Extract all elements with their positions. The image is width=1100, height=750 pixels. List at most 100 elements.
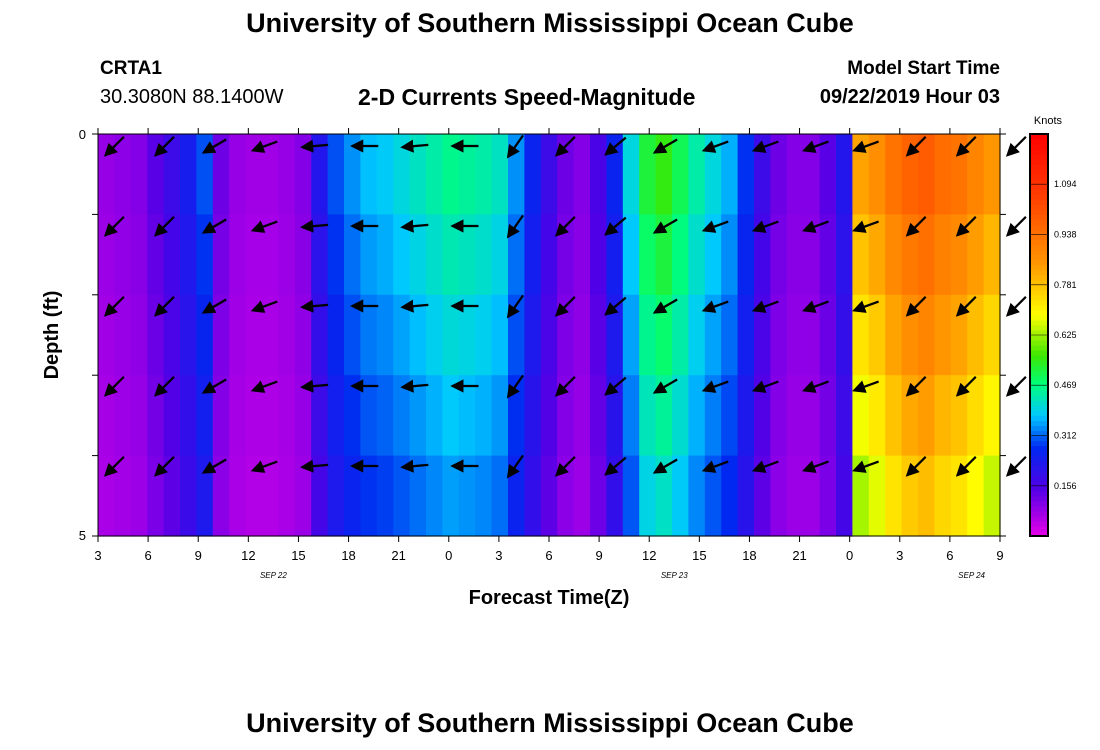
heatmap-cell — [721, 455, 739, 537]
heatmap-cell — [704, 375, 722, 457]
current-vector — [801, 220, 829, 233]
heatmap-cell — [98, 214, 115, 296]
x-tick-label: 18 — [341, 548, 355, 563]
heatmap-cell — [918, 214, 935, 296]
heatmap-cell — [688, 375, 706, 457]
current-vector — [801, 460, 829, 473]
heatmap-cell — [147, 134, 165, 215]
colorbar-step — [1030, 219, 1048, 226]
heatmap-cell — [737, 134, 755, 215]
heatmap-cell — [294, 375, 312, 457]
heatmap-cell — [639, 375, 657, 457]
colorbar-step — [1030, 485, 1048, 492]
x-tick-label: 6 — [545, 548, 552, 563]
heatmap-cell — [294, 214, 312, 296]
heatmap-cell — [819, 294, 837, 376]
x-tick-label: 9 — [996, 548, 1003, 563]
heatmap-cell — [524, 134, 542, 215]
heatmap-cell — [590, 214, 607, 296]
heatmap-cell — [754, 134, 771, 215]
current-vector — [751, 380, 779, 393]
current-vector — [554, 136, 576, 157]
heatmap-cell — [655, 214, 673, 296]
colorbar-step — [1030, 209, 1048, 215]
current-vector — [955, 136, 977, 157]
colorbar-tick-label: 0.625 — [1054, 330, 1077, 340]
heatmap-cell — [819, 455, 837, 537]
heatmap-cell — [590, 375, 607, 457]
colorbar-step — [1030, 480, 1048, 487]
heatmap-cell — [967, 455, 985, 537]
x-axis: Forecast Time(Z) 3 6 9 12 15 18 21 0 3 6 9 12 15 18 21… — [94, 128, 1004, 609]
colorbar-step — [1030, 259, 1048, 266]
heatmap-cell — [409, 214, 427, 296]
heatmap-cell — [180, 214, 197, 296]
heatmap-cell — [262, 214, 279, 296]
current-vector — [300, 459, 329, 473]
heatmap-cell — [130, 375, 148, 457]
colorbar-step — [1030, 299, 1048, 306]
colorbar-step — [1030, 189, 1048, 195]
heatmap-cell — [754, 294, 771, 376]
current-vector — [554, 296, 576, 317]
heatmap-cell — [212, 294, 230, 376]
heatmap-cell — [311, 294, 329, 376]
day-label: SEP 22 — [260, 571, 287, 580]
colorbar-tick-label: 0.156 — [1054, 481, 1077, 491]
heatmap-cell — [868, 455, 886, 537]
heatmap-cell — [196, 134, 214, 215]
current-vector — [701, 220, 729, 233]
x-tick-label: 0 — [445, 548, 452, 563]
heatmap-cell — [557, 455, 575, 537]
heatmap-cell — [655, 134, 673, 215]
heatmap-cell — [622, 214, 640, 296]
colorbar-step — [1030, 500, 1048, 507]
current-vector — [300, 299, 329, 313]
heatmap-cell — [393, 375, 411, 457]
colorbar-unit: Knots — [1034, 115, 1063, 127]
colorbar-step — [1030, 515, 1048, 522]
heatmap-cell — [376, 214, 394, 296]
heatmap-cell — [967, 294, 985, 376]
footer-title: University of Southern Mississippi Ocean… — [246, 708, 854, 738]
heatmap-cell — [376, 134, 394, 215]
heatmap-cell — [983, 455, 1001, 537]
colorbar-step — [1030, 470, 1048, 477]
heatmap-cell — [672, 214, 689, 296]
heatmap-cell — [836, 455, 853, 537]
heatmap-cell — [836, 375, 853, 457]
colorbar-step — [1030, 174, 1048, 180]
colorbar-step — [1030, 319, 1048, 326]
heatmap-cell — [852, 134, 870, 215]
heatmap-cell — [590, 134, 607, 215]
colorbar-step — [1030, 179, 1048, 185]
heatmap-cell — [426, 294, 443, 376]
x-tick-label: 12 — [241, 548, 255, 563]
model-start-label: Model Start Time — [847, 58, 1000, 79]
x-tick-label: 6 — [946, 548, 953, 563]
current-vector — [300, 139, 329, 153]
heatmap-cell — [803, 214, 821, 296]
current-vector — [250, 380, 278, 393]
heatmap-cell — [311, 134, 329, 215]
heatmap-cell — [360, 214, 378, 296]
heatmap-cell — [327, 455, 345, 537]
heatmap-cell — [606, 455, 624, 537]
current-vector — [300, 379, 329, 393]
heatmap-cell — [868, 214, 886, 296]
colorbar-step — [1030, 390, 1048, 396]
x-tick-label: 15 — [692, 548, 706, 563]
colorbar-step — [1030, 159, 1048, 165]
heatmap-cell — [245, 294, 263, 376]
heatmap-cell — [803, 294, 821, 376]
colorbar-step — [1030, 360, 1048, 366]
colorbar-step — [1030, 380, 1048, 386]
current-vector — [506, 294, 524, 319]
heatmap-cell — [786, 134, 804, 215]
current-vector — [852, 140, 879, 153]
colorbar-step — [1030, 154, 1048, 160]
heatmap-cell — [639, 294, 657, 376]
colorbar-tick-label: 0.938 — [1054, 229, 1077, 239]
current-vector — [400, 139, 429, 153]
heatmap-cell — [114, 294, 132, 376]
